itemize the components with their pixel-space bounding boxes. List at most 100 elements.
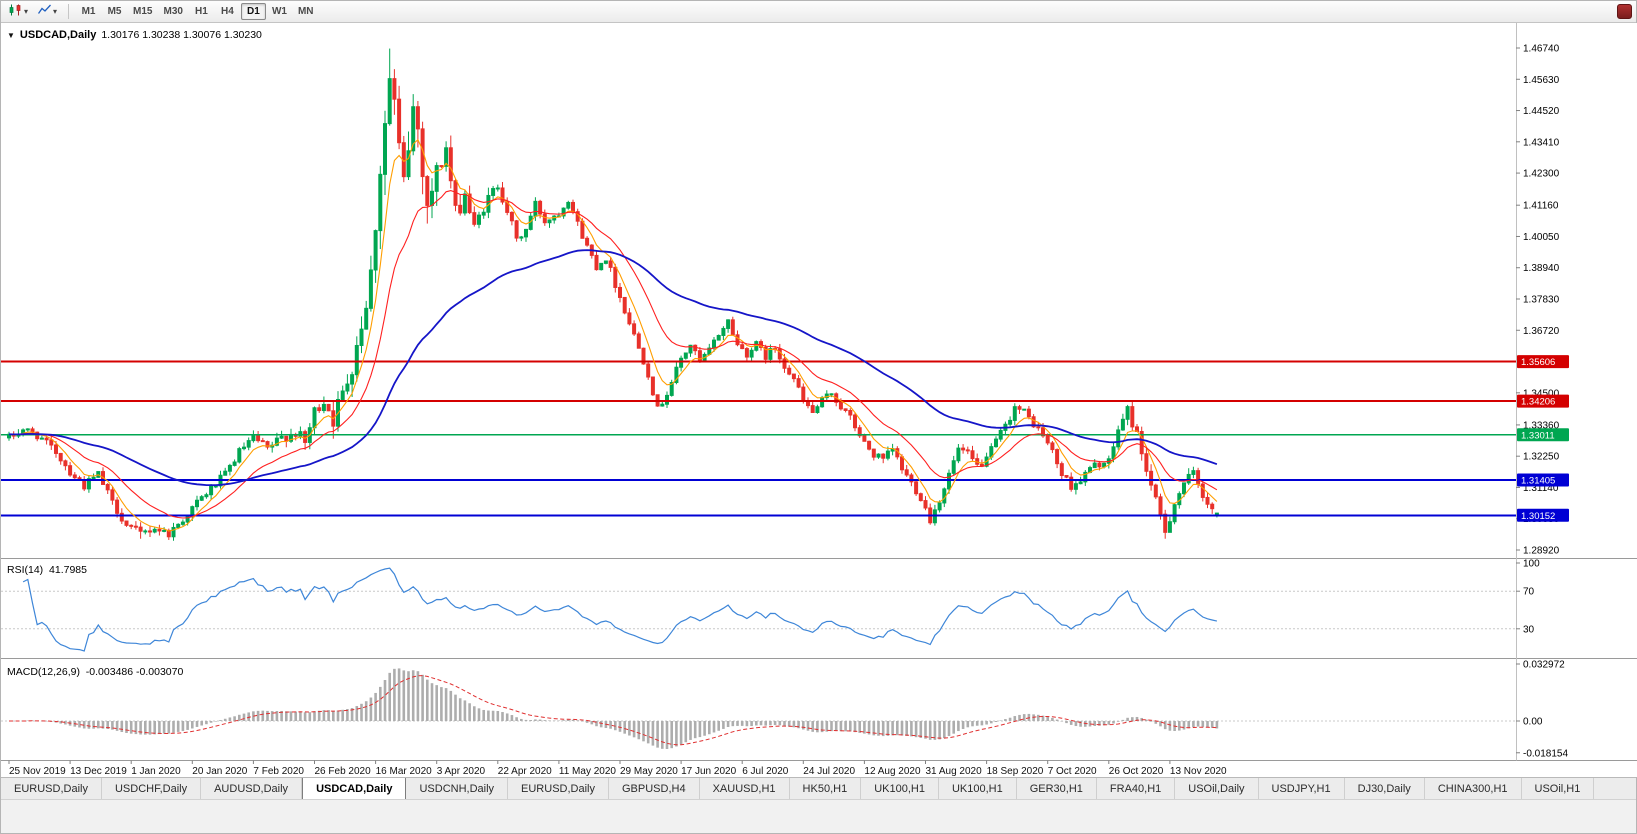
- price-axis-label: 1.34500: [1523, 388, 1560, 399]
- candle: [251, 434, 256, 442]
- macd-axis-label: -0.018154: [1523, 748, 1568, 759]
- candle: [387, 78, 392, 125]
- candle: [180, 521, 185, 525]
- tab-usoil-daily[interactable]: USOil,Daily: [1175, 778, 1259, 799]
- candle: [420, 128, 425, 178]
- price-axis-label: 1.31140: [1523, 483, 1559, 494]
- date-axis-label: 26 Oct 2020: [1109, 766, 1164, 777]
- candle: [524, 228, 528, 238]
- chart-canvas[interactable]: 1.46740 1.45630 1.44520 1.43410 1.42300 1.411…: [1, 23, 1637, 777]
- tab-ger30-h1[interactable]: GER30,H1: [1016, 778, 1097, 799]
- price-axis-label: 1.36720: [1523, 326, 1560, 337]
- timeframe-button-m5[interactable]: M5: [107, 6, 122, 17]
- macd-axis: 0.032972 0.00 -0.018154: [1516, 660, 1568, 759]
- candle: [491, 188, 496, 196]
- candle: [312, 407, 317, 429]
- date-axis-label: 6 Jul 2020: [742, 766, 789, 777]
- candle: [810, 405, 815, 414]
- candle: [580, 220, 585, 239]
- tab-usdcnh-daily[interactable]: USDCNH,Daily: [406, 778, 509, 799]
- candle: [204, 494, 209, 498]
- tab-dj30-daily[interactable]: DJ30,Daily: [1344, 778, 1425, 799]
- date-axis-label: 31 Aug 2020: [926, 766, 983, 777]
- time-axis[interactable]: 25 Nov 2019 13 Dec 2019 1 Jan 2020 20 Jan 2…: [8, 760, 1227, 778]
- ma-fast-line: [8, 138, 1218, 532]
- candle: [843, 408, 848, 411]
- price-axis-label: 1.41160: [1523, 201, 1559, 212]
- chart-type-button[interactable]: ▾: [5, 1, 32, 23]
- candle: [1059, 463, 1064, 477]
- timeframe-button-mn[interactable]: MN: [297, 6, 314, 17]
- price-axis-label: 1.42300: [1523, 169, 1560, 180]
- candle: [613, 266, 618, 288]
- tab-usdcad-daily[interactable]: USDCAD,Daily: [302, 778, 407, 799]
- candle: [54, 444, 58, 454]
- status-bar: [1, 799, 1636, 833]
- candle: [411, 106, 416, 152]
- tab-usdchf-daily[interactable]: USDCHF,Daily: [101, 778, 202, 799]
- date-axis-label: 11 May 2020: [559, 766, 617, 777]
- timeframe-button-h1[interactable]: H1: [195, 6, 208, 17]
- candle: [914, 481, 919, 495]
- timeframe-button-m1[interactable]: M1: [81, 6, 96, 17]
- candle: [1036, 426, 1041, 429]
- candle: [801, 386, 806, 402]
- tab-fra40-h1[interactable]: FRA40,H1: [1096, 778, 1176, 799]
- tab-eurusd-daily[interactable]: EURUSD,Daily: [1, 778, 102, 799]
- candle: [1017, 406, 1022, 410]
- price-axis-label: 1.37830: [1523, 295, 1560, 306]
- candle: [533, 200, 538, 217]
- date-axis-label: 13 Dec 2019: [70, 766, 127, 777]
- tab-usoil-h1[interactable]: USOil,H1: [1521, 778, 1595, 799]
- tab-uk100-h1[interactable]: UK100,H1: [861, 778, 939, 799]
- price-axis-label: 1.46740: [1523, 44, 1560, 55]
- tab-usdjpy-h1[interactable]: USDJPY,H1: [1258, 778, 1345, 799]
- candle: [603, 260, 608, 264]
- candle: [392, 78, 397, 100]
- candle: [1083, 471, 1088, 483]
- chart-tabs-bar: EURUSD,Daily USDCHF,Daily AUDUSD,Daily USDC…: [1, 777, 1636, 799]
- candle: [1200, 483, 1205, 498]
- date-axis-label: 25 Nov 2019: [9, 766, 66, 777]
- candle: [1163, 513, 1168, 533]
- candle: [674, 366, 679, 384]
- timeframe-button-m15[interactable]: M15: [133, 6, 153, 17]
- timeframe-button-m30[interactable]: M30: [163, 6, 183, 17]
- candle: [477, 214, 481, 225]
- candle: [1116, 429, 1121, 448]
- timeframe-button-h4[interactable]: H4: [221, 6, 234, 17]
- tab-uk100-h1[interactable]: UK100,H1: [938, 778, 1017, 799]
- candle: [345, 383, 350, 392]
- candle: [378, 173, 383, 232]
- price-axis-badges: 1.35606 1.34206 1.33011 1.31405 1.30152: [1517, 355, 1569, 522]
- candle: [965, 449, 970, 452]
- tab-audusd-daily[interactable]: AUDUSD,Daily: [201, 778, 303, 799]
- timeframe-button-w1[interactable]: W1: [271, 6, 287, 17]
- candle: [86, 478, 91, 490]
- tab-xauusd-h1[interactable]: XAUUSD,H1: [699, 778, 790, 799]
- tab-china300-h1[interactable]: CHINA300,H1: [1424, 778, 1522, 799]
- candle: [49, 439, 54, 446]
- candle: [923, 500, 928, 509]
- date-axis-label: 18 Sep 2020: [987, 766, 1044, 777]
- candle: [1186, 473, 1191, 484]
- candle: [1196, 470, 1201, 485]
- timeframe-button-d1[interactable]: D1: [240, 3, 266, 20]
- candle: [679, 357, 684, 368]
- chart-type-icon: [9, 3, 22, 21]
- tab-eurusd-daily[interactable]: EURUSD,Daily: [508, 778, 609, 799]
- candle: [726, 319, 731, 329]
- broker-logo-icon[interactable]: [1617, 4, 1632, 19]
- candle: [119, 512, 124, 522]
- candle: [425, 176, 430, 206]
- price-axis-label: 1.43410: [1523, 137, 1560, 148]
- candle: [1055, 449, 1060, 465]
- candle: [265, 441, 270, 448]
- candle: [209, 485, 214, 496]
- indicators-button[interactable]: ▾: [34, 1, 61, 23]
- tab-gbpusd-h4[interactable]: GBPUSD,H4: [609, 778, 700, 799]
- price-axis-label: 1.28920: [1523, 546, 1560, 557]
- rsi-line: [22, 567, 1218, 652]
- tab-hk50-h1[interactable]: HK50,H1: [789, 778, 862, 799]
